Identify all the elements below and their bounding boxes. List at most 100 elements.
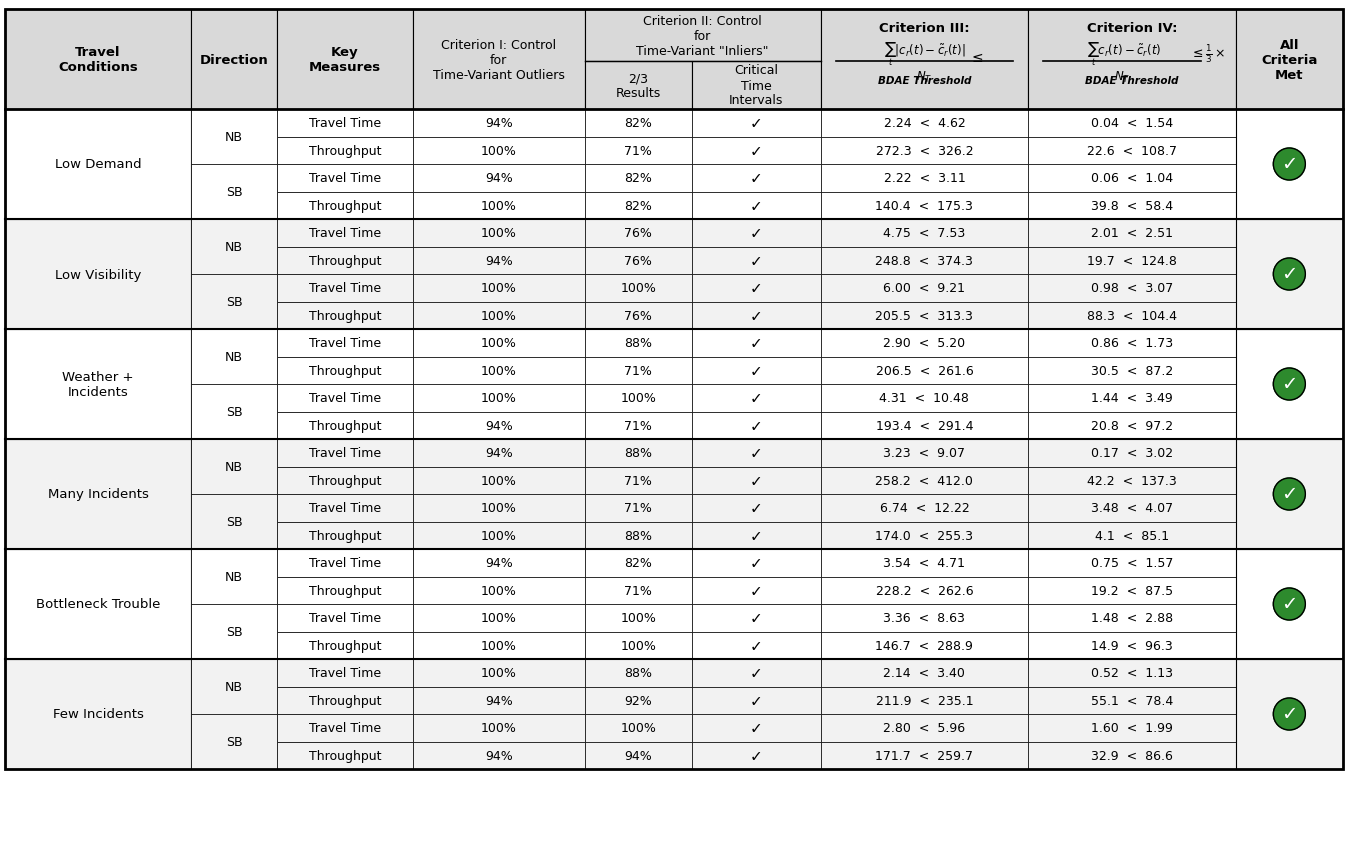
- Bar: [585, 440, 692, 467]
- Bar: [412, 576, 585, 604]
- Bar: [412, 467, 585, 495]
- Text: 22.6  <  108.7: 22.6 < 108.7: [1086, 144, 1177, 158]
- Text: ✓: ✓: [749, 665, 763, 680]
- Text: 19.7  <  124.8: 19.7 < 124.8: [1086, 254, 1177, 268]
- Text: NB: NB: [225, 680, 243, 693]
- Text: 100%: 100%: [620, 392, 656, 405]
- Text: 3.48  <  4.07: 3.48 < 4.07: [1091, 501, 1173, 515]
- Text: All
Criteria
Met: All Criteria Met: [1262, 39, 1317, 81]
- Text: 76%: 76%: [624, 254, 652, 268]
- Text: 0.52  <  1.13: 0.52 < 1.13: [1091, 667, 1173, 679]
- Bar: [692, 302, 821, 330]
- Bar: [412, 687, 585, 714]
- Bar: [585, 165, 692, 192]
- Text: Travel Time: Travel Time: [309, 172, 381, 185]
- Bar: [276, 549, 412, 576]
- Bar: [412, 440, 585, 467]
- Text: 19.2  <  87.5: 19.2 < 87.5: [1091, 584, 1173, 597]
- Bar: [276, 687, 412, 714]
- Text: 0.17  <  3.02: 0.17 < 3.02: [1091, 446, 1173, 460]
- Bar: [692, 687, 821, 714]
- Circle shape: [1274, 588, 1305, 620]
- Bar: [1029, 659, 1236, 687]
- Bar: [5, 440, 191, 549]
- Text: 100%: 100%: [620, 612, 656, 625]
- Bar: [412, 357, 585, 385]
- Text: 6.00  <  9.21: 6.00 < 9.21: [883, 282, 965, 295]
- Bar: [1029, 165, 1236, 192]
- Bar: [692, 549, 821, 576]
- Bar: [1029, 687, 1236, 714]
- Text: 1.60  <  1.99: 1.60 < 1.99: [1091, 722, 1173, 734]
- Bar: [1029, 467, 1236, 495]
- Text: ✓: ✓: [749, 528, 763, 543]
- Bar: [191, 440, 276, 495]
- Text: Travel
Conditions: Travel Conditions: [58, 46, 137, 74]
- Text: SB: SB: [225, 516, 243, 528]
- Text: 140.4  <  175.3: 140.4 < 175.3: [875, 199, 973, 213]
- Circle shape: [1274, 479, 1305, 511]
- Text: 88%: 88%: [624, 529, 652, 542]
- Bar: [692, 576, 821, 604]
- Bar: [1236, 659, 1343, 769]
- Bar: [692, 330, 821, 357]
- Text: 171.7  <  259.7: 171.7 < 259.7: [875, 749, 973, 762]
- Text: 71%: 71%: [624, 474, 652, 487]
- Text: $\leq$: $\leq$: [969, 51, 984, 65]
- Bar: [1029, 274, 1236, 302]
- Bar: [821, 467, 1029, 495]
- Bar: [692, 110, 821, 138]
- Bar: [1029, 632, 1236, 659]
- Bar: [276, 522, 412, 549]
- Bar: [412, 385, 585, 412]
- Bar: [276, 495, 412, 522]
- Bar: [821, 687, 1029, 714]
- Text: Direction: Direction: [200, 53, 268, 67]
- Text: 258.2  <  412.0: 258.2 < 412.0: [875, 474, 973, 487]
- Text: Travel Time: Travel Time: [309, 667, 381, 679]
- Text: ✓: ✓: [749, 748, 763, 763]
- Text: ✓: ✓: [1281, 155, 1298, 175]
- Bar: [1029, 302, 1236, 330]
- Text: ✓: ✓: [749, 583, 763, 598]
- Text: 100%: 100%: [620, 282, 656, 295]
- Bar: [276, 467, 412, 495]
- Bar: [191, 385, 276, 440]
- Bar: [276, 742, 412, 769]
- Text: SB: SB: [225, 405, 243, 419]
- Text: 88.3  <  104.4: 88.3 < 104.4: [1086, 310, 1177, 322]
- Bar: [191, 219, 276, 274]
- Bar: [692, 62, 821, 110]
- Bar: [585, 576, 692, 604]
- Text: 2.24  <  4.62: 2.24 < 4.62: [883, 117, 965, 130]
- Text: ✓: ✓: [749, 143, 763, 159]
- Bar: [585, 522, 692, 549]
- Text: ✓: ✓: [749, 693, 763, 708]
- Text: Criterion I: Control
for
Time-Variant Outliers: Criterion I: Control for Time-Variant Ou…: [433, 39, 565, 81]
- Text: 100%: 100%: [620, 722, 656, 734]
- Bar: [821, 440, 1029, 467]
- Bar: [692, 467, 821, 495]
- Bar: [5, 219, 191, 330]
- Bar: [585, 10, 821, 62]
- Bar: [821, 302, 1029, 330]
- Bar: [585, 604, 692, 632]
- Text: $\leq \frac{1}{3}\times$: $\leq \frac{1}{3}\times$: [1190, 43, 1225, 65]
- Bar: [276, 385, 412, 412]
- Text: ✓: ✓: [1281, 485, 1298, 504]
- Bar: [692, 495, 821, 522]
- Bar: [276, 632, 412, 659]
- Bar: [276, 138, 412, 165]
- Bar: [276, 219, 412, 247]
- Bar: [1029, 247, 1236, 274]
- Text: 39.8  <  58.4: 39.8 < 58.4: [1091, 199, 1173, 213]
- Bar: [585, 687, 692, 714]
- Bar: [821, 357, 1029, 385]
- Bar: [276, 385, 412, 412]
- Bar: [821, 192, 1029, 219]
- Bar: [1029, 576, 1236, 604]
- Bar: [5, 10, 191, 110]
- Text: 4.1  <  85.1: 4.1 < 85.1: [1095, 529, 1169, 542]
- Text: ✓: ✓: [1281, 705, 1298, 723]
- Text: ✓: ✓: [749, 555, 763, 571]
